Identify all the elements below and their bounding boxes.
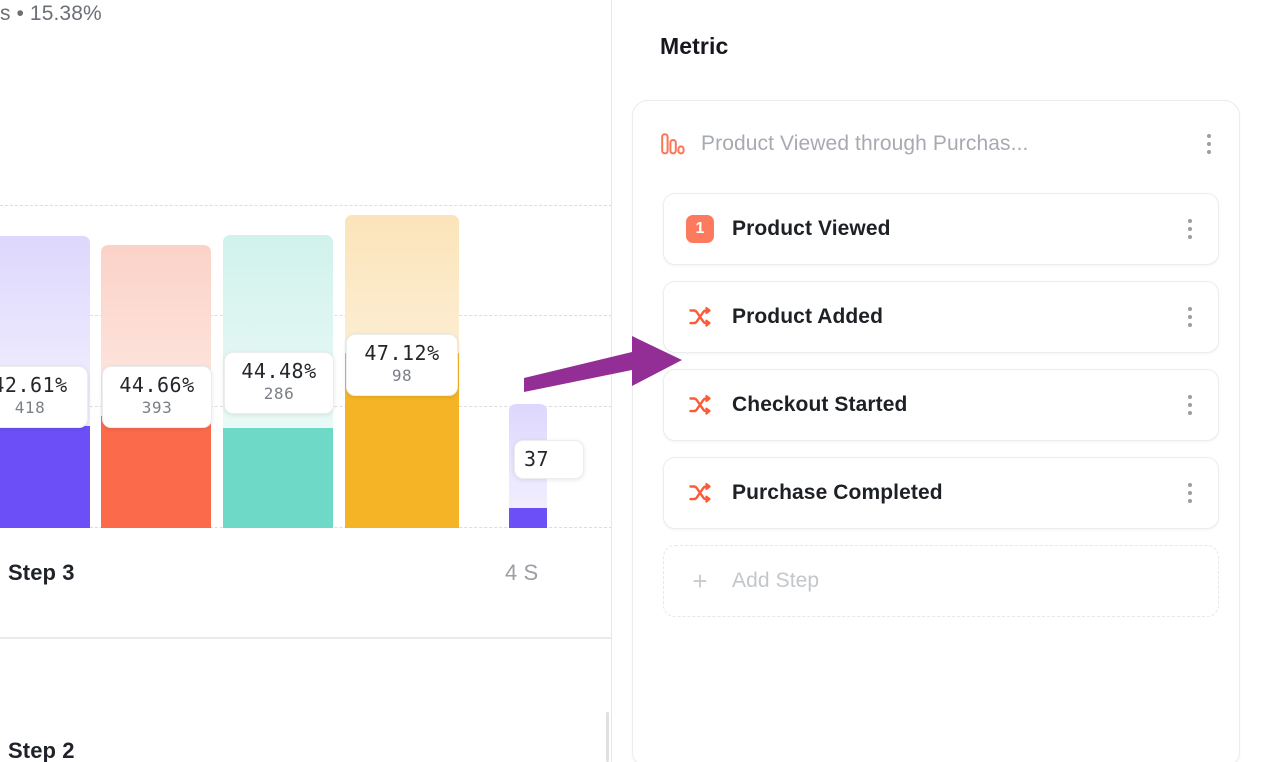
add-step-label: Add Step xyxy=(732,569,820,592)
add-step-button[interactable]: + Add Step xyxy=(663,545,1219,617)
callout-percent: 47.12% xyxy=(364,341,440,365)
funnel-callout-3: 44.48% 286 xyxy=(224,352,334,414)
metric-card: Product Viewed through Purchas... 1 Prod… xyxy=(632,100,1240,762)
vertical-scrollbar[interactable] xyxy=(606,712,609,762)
x-axis-label-step-3: Step 3 xyxy=(8,560,75,585)
metric-card-header[interactable]: Product Viewed through Purchas... xyxy=(633,101,1241,187)
metric-builder-pane: Metric Product Viewed through Purchas... xyxy=(612,0,1264,762)
step-label: Product Viewed xyxy=(732,217,891,240)
funnel-bar-2-fill xyxy=(101,416,211,528)
section-divider-1 xyxy=(0,637,612,638)
funnel-bar-2[interactable] xyxy=(101,245,211,528)
page-title: Metric xyxy=(660,33,729,59)
funnel-bar-3-fill xyxy=(223,428,333,528)
shuffle-icon xyxy=(686,391,714,419)
shuffle-icon xyxy=(686,303,714,331)
metric-step-checkout-started[interactable]: Checkout Started xyxy=(663,369,1219,441)
bar-chart-icon xyxy=(661,133,687,155)
gridline-1 xyxy=(0,205,612,206)
plus-icon: + xyxy=(692,566,708,596)
funnel-callout-1: 42.61% 418 xyxy=(0,366,88,428)
step-label: Checkout Started xyxy=(732,393,908,416)
funnel-bar-1-fill xyxy=(0,426,90,528)
funnel-bar-5-fill xyxy=(509,508,547,528)
funnel-callout-2: 44.66% 393 xyxy=(102,366,212,428)
callout-count: 393 xyxy=(141,398,173,418)
step-overflow-menu-icon[interactable] xyxy=(1180,391,1200,419)
metric-steps-list: 1 Product Viewed xyxy=(663,193,1219,633)
step-overflow-menu-icon[interactable] xyxy=(1180,303,1200,331)
callout-count: 418 xyxy=(14,398,46,418)
lower-panel-label: Step 2 xyxy=(8,738,75,762)
metric-step-product-viewed[interactable]: 1 Product Viewed xyxy=(663,193,1219,265)
step-number-badge: 1 xyxy=(686,215,714,243)
step-overflow-menu-icon[interactable] xyxy=(1180,479,1200,507)
funnel-callout-5: 37 xyxy=(514,440,584,480)
callout-percent: 44.48% xyxy=(241,359,317,383)
funnel-callout-4: 47.12% 98 xyxy=(346,334,458,396)
step-label: Purchase Completed xyxy=(732,481,943,504)
callout-count: 286 xyxy=(263,384,295,404)
metric-name-label: Product Viewed through Purchas... xyxy=(701,132,1029,155)
funnel-chart-pane: s • 15.38% xyxy=(0,0,612,762)
metric-step-purchase-completed[interactable]: Purchase Completed xyxy=(663,457,1219,529)
chart-header-text: s • 15.38% xyxy=(0,2,102,25)
callout-percent: 44.66% xyxy=(119,373,195,397)
section-divider-2 xyxy=(0,638,612,639)
metric-overflow-menu-icon[interactable] xyxy=(1199,130,1219,158)
metric-step-product-added[interactable]: Product Added xyxy=(663,281,1219,353)
callout-percent: 37 xyxy=(524,447,550,471)
shuffle-icon xyxy=(686,479,714,507)
callout-count: 98 xyxy=(391,366,413,386)
step-overflow-menu-icon[interactable] xyxy=(1180,215,1200,243)
x-axis-label-step-4: 4 S xyxy=(505,560,539,585)
step-label: Product Added xyxy=(732,305,884,328)
callout-percent: 42.61% xyxy=(0,373,68,397)
